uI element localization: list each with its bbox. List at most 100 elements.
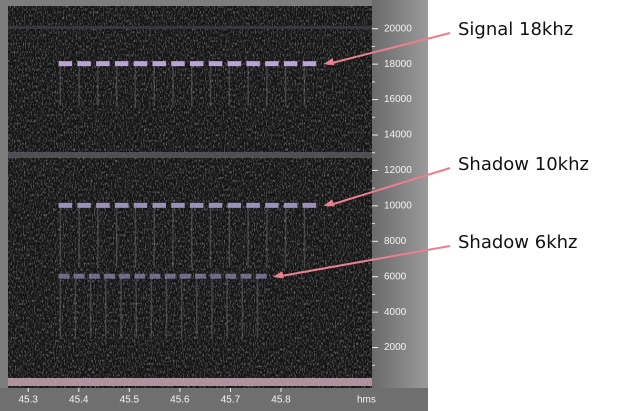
pulse <box>89 274 100 279</box>
pulse-tail <box>151 279 153 339</box>
pulse <box>165 274 176 279</box>
pulse <box>228 61 242 66</box>
pulse-tail <box>304 208 306 268</box>
pulse-tail <box>285 208 287 268</box>
pulse <box>246 203 260 208</box>
pulse-tail <box>266 66 268 106</box>
pulse-tail <box>191 66 193 106</box>
band <box>8 152 372 158</box>
y-tick-label: 4000 <box>384 307 407 318</box>
pulse-tail <box>247 66 249 106</box>
annotation-text: Shadow 10khz <box>458 154 589 175</box>
x-tick-label: 45.5 <box>120 395 140 406</box>
pulse-tail <box>210 66 212 106</box>
pulse-tail <box>242 279 244 339</box>
pulse-tail <box>116 66 118 106</box>
pulse <box>134 61 148 66</box>
pulse-tail <box>226 279 228 339</box>
pulse <box>303 61 317 66</box>
pulse <box>241 274 252 279</box>
pulse-tail <box>191 208 193 268</box>
pulse-tail <box>172 66 174 106</box>
pulse <box>225 274 236 279</box>
pulse-tail <box>78 208 80 268</box>
pulse <box>119 274 130 279</box>
pulse <box>190 203 204 208</box>
pulse-tail <box>90 279 92 339</box>
y-tick-label: 6000 <box>384 271 407 282</box>
y-tick-label: 20000 <box>384 23 412 34</box>
pulse <box>284 203 298 208</box>
pulse-tail <box>229 66 231 106</box>
pulse-tail <box>210 208 212 268</box>
pulse-tail <box>135 66 137 106</box>
annotation-text: Signal 18khz <box>458 19 573 40</box>
pulse-tail <box>97 208 99 268</box>
pulse <box>74 274 85 279</box>
pulse <box>210 274 221 279</box>
pulse <box>59 274 70 279</box>
pulse-tail <box>166 279 168 339</box>
pulse <box>171 203 185 208</box>
x-tick-label: 45.4 <box>69 395 89 406</box>
pulse <box>152 61 166 66</box>
pulse <box>150 274 161 279</box>
band <box>8 378 372 386</box>
pulse-tail <box>153 208 155 268</box>
pulse <box>190 61 204 66</box>
pulse-tail <box>116 208 118 268</box>
pulse-tail <box>78 66 80 106</box>
pulse <box>256 274 267 279</box>
x-tick-label: 45.6 <box>170 395 190 406</box>
y-tick-label: 12000 <box>384 165 412 176</box>
pulse <box>59 203 73 208</box>
pulse-tail <box>266 208 268 268</box>
pulse <box>115 61 129 66</box>
pulse-tail <box>247 208 249 268</box>
x-tick-label: 45.8 <box>271 395 291 406</box>
pulse-tail <box>97 66 99 106</box>
pulse-tail <box>135 279 137 339</box>
x-tick-label: 45.3 <box>18 395 38 406</box>
pulse-tail <box>135 208 137 268</box>
pulse <box>180 274 191 279</box>
pulse <box>171 61 185 66</box>
y-tick-label: 16000 <box>384 94 412 105</box>
pulse <box>134 203 148 208</box>
pulse-tail <box>75 279 77 339</box>
y-tick-label: 8000 <box>384 236 407 247</box>
pulse-tail <box>105 279 107 339</box>
pulse-tail <box>196 279 198 339</box>
pulse <box>228 203 242 208</box>
screenshot: hms 200040006000800010000120001400016000… <box>0 0 621 411</box>
pulse-tail <box>120 279 122 339</box>
pulse <box>77 61 91 66</box>
pulse-tail <box>211 279 213 339</box>
pulse <box>303 203 317 208</box>
pulse-tail <box>229 208 231 268</box>
pulse-tail <box>172 208 174 268</box>
x-tick-label: 45.7 <box>221 395 241 406</box>
x-axis-label: hms <box>357 395 376 406</box>
pulse <box>284 61 298 66</box>
pulse <box>77 203 91 208</box>
pulse <box>265 203 279 208</box>
annotation-text: Shadow 6khz <box>458 232 577 253</box>
y-tick-label: 2000 <box>384 342 407 353</box>
y-tick-label: 10000 <box>384 200 412 211</box>
band <box>8 26 372 29</box>
pulse-tail <box>304 66 306 106</box>
pulse-tail <box>60 208 62 268</box>
pulse <box>265 61 279 66</box>
pulse <box>209 203 223 208</box>
pulse-tail <box>60 66 62 106</box>
pulse-tail <box>153 66 155 106</box>
pulse <box>59 61 73 66</box>
pulse <box>209 61 223 66</box>
pulse <box>96 61 110 66</box>
pulse <box>195 274 206 279</box>
pulse-tail <box>257 279 259 339</box>
pulse-tail <box>181 279 183 339</box>
pulse <box>104 274 115 279</box>
pulse <box>152 203 166 208</box>
